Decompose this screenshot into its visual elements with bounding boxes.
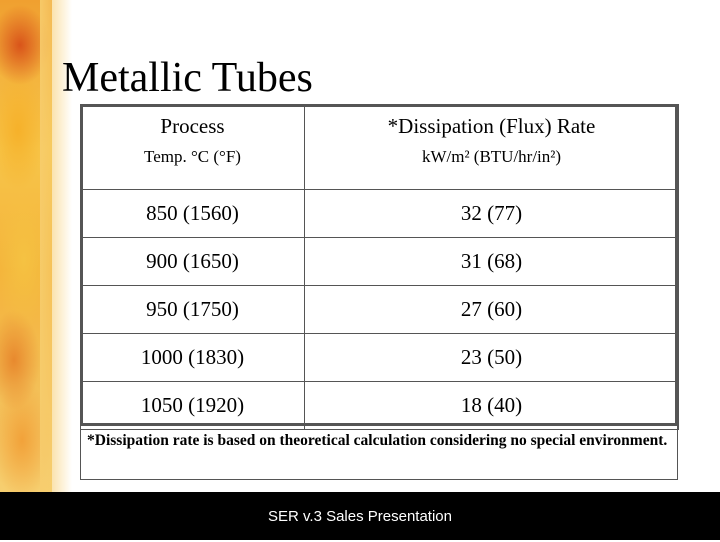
table-row: 850 (1560) 32 (77) xyxy=(80,189,679,238)
header-process-temp: Process Temp. °C (°F) xyxy=(80,104,305,190)
temp-cell: 900 (1650) xyxy=(80,237,305,286)
temp-cell: 850 (1560) xyxy=(80,189,305,238)
table-row: 1000 (1830) 23 (50) xyxy=(80,333,679,382)
rate-cell: 23 (50) xyxy=(304,333,679,382)
table-row: 1050 (1920) 18 (40) xyxy=(80,381,679,430)
table-footnote: *Dissipation rate is based on theoretica… xyxy=(80,426,678,480)
temp-cell: 1000 (1830) xyxy=(80,333,305,382)
rate-cell: 27 (60) xyxy=(304,285,679,334)
temp-cell: 950 (1750) xyxy=(80,285,305,334)
footer-text: SER v.3 Sales Presentation xyxy=(268,508,452,525)
header-flux-units: kW/m² (BTU/hr/in²) xyxy=(421,147,562,166)
header-dissipation-label: *Dissipation (Flux) Rate xyxy=(387,114,596,138)
temp-cell: 1050 (1920) xyxy=(80,381,305,430)
flame-decoration-fade xyxy=(40,0,72,492)
header-process-label: Process xyxy=(160,114,225,138)
header-temp-units: Temp. °C (°F) xyxy=(144,147,241,166)
table-header-row: Process Temp. °C (°F) *Dissipation (Flux… xyxy=(80,104,679,190)
header-dissipation-rate: *Dissipation (Flux) Rate kW/m² (BTU/hr/i… xyxy=(304,104,679,190)
dissipation-table: Process Temp. °C (°F) *Dissipation (Flux… xyxy=(80,104,679,430)
table-row: 950 (1750) 27 (60) xyxy=(80,285,679,334)
table-frame xyxy=(80,104,678,426)
rate-cell: 18 (40) xyxy=(304,381,679,430)
footer-bar: SER v.3 Sales Presentation xyxy=(0,492,720,540)
slide-title: Metallic Tubes xyxy=(62,55,313,101)
